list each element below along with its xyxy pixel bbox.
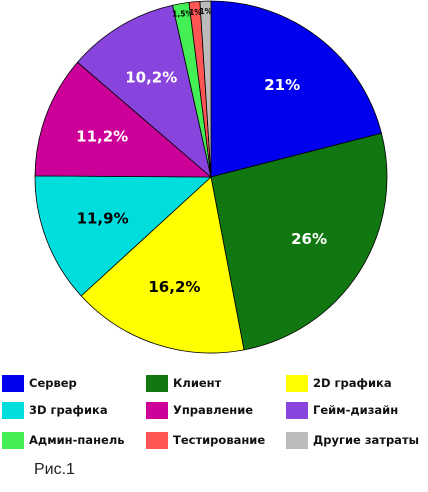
legend-item-8: Тестирование <box>146 430 265 450</box>
pie-slice-1 <box>210 0 382 178</box>
slice-label-5: 11,2% <box>76 127 128 145</box>
legend: Сервер Клиент 2D графика 3D графика Управлен… <box>0 370 428 460</box>
legend-swatch-8 <box>146 431 168 449</box>
pie-chart: 21%26%16,2%11,9%11,2%10,2%1,5%1%1% <box>34 0 388 354</box>
legend-label-4: 3D графика <box>29 403 108 417</box>
legend-label-3: 2D графика <box>313 376 392 390</box>
pie-slice-3 <box>80 176 245 354</box>
legend-label-6: Гейм-дизайн <box>313 403 399 417</box>
legend-swatch-4 <box>2 401 24 419</box>
legend-item-2: Клиент <box>146 373 221 393</box>
slice-label-4: 11,9% <box>77 210 129 228</box>
figure-caption: Рис.1 <box>34 461 75 478</box>
legend-item-1: Сервер <box>2 373 77 393</box>
pie-slice-6 <box>76 4 212 179</box>
slice-label-6: 10,2% <box>125 68 177 86</box>
pie-slice-2 <box>210 132 388 351</box>
legend-item-4: 3D графика <box>2 400 108 420</box>
legend-item-6: Гейм-дизайн <box>286 400 398 420</box>
slice-label-9: 1% <box>199 7 212 16</box>
slice-label-8: 1% <box>189 8 202 17</box>
legend-label-1: Сервер <box>29 376 77 390</box>
legend-label-7: Админ-панель <box>29 433 125 447</box>
legend-swatch-1 <box>2 374 24 392</box>
legend-item-7: Админ-панель <box>2 430 125 450</box>
pie-slice-4 <box>34 175 213 297</box>
legend-swatch-2 <box>146 374 168 392</box>
legend-label-9: Другие затраты <box>313 433 420 447</box>
slice-label-2: 26% <box>291 230 327 248</box>
slice-label-7: 1,5% <box>172 10 193 19</box>
legend-label-2: Клиент <box>173 376 222 390</box>
legend-label-8: Тестирование <box>173 433 266 447</box>
pie-slice-9 <box>199 0 212 178</box>
legend-item-9: Другие затраты <box>286 430 419 450</box>
legend-label-5: Управление <box>173 403 254 417</box>
legend-swatch-9 <box>286 431 308 449</box>
legend-item-3: 2D графика <box>286 373 392 393</box>
slice-label-3: 16,2% <box>148 278 200 296</box>
slice-label-1: 21% <box>264 76 300 94</box>
legend-swatch-6 <box>286 401 308 419</box>
legend-item-5: Управление <box>146 400 253 420</box>
pie-slice-5 <box>34 61 213 178</box>
legend-swatch-3 <box>286 374 308 392</box>
legend-swatch-7 <box>2 431 24 449</box>
legend-swatch-5 <box>146 401 168 419</box>
